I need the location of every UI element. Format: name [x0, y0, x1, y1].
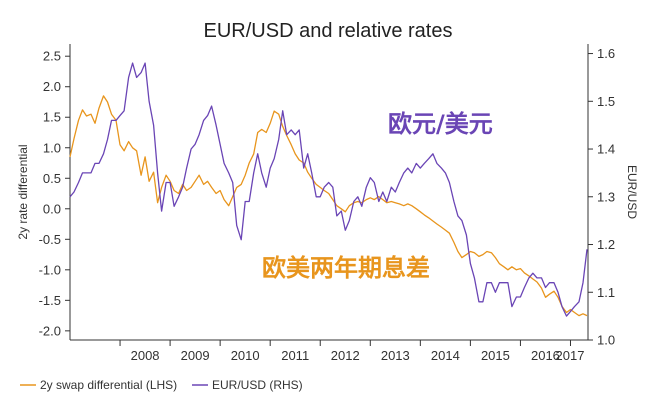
x-tick-label: 2010: [231, 348, 260, 363]
left-tick-label: 1.0: [43, 140, 61, 155]
left-tick-label: -1.0: [39, 262, 61, 277]
left-tick-label: -0.5: [39, 232, 61, 247]
left-axis-ticks: 2.5 2.0 1.5 1.0 0.5 0.0 -0.5 -1.0 -1.5 -2.0: [39, 49, 70, 338]
left-tick-label: 2.0: [43, 79, 61, 94]
left-tick-label: -2.0: [39, 323, 61, 338]
x-tick-label: 2015: [481, 348, 510, 363]
left-tick-label: 0.0: [43, 201, 61, 216]
left-tick-label: 2.5: [43, 49, 61, 64]
series-line-spread: [69, 95, 588, 317]
left-tick-label: 0.5: [43, 171, 61, 186]
left-axis-label: 2y rate differential: [16, 144, 30, 239]
chart-title: EUR/USD and relative rates: [204, 20, 453, 42]
x-tick-label: 2017: [556, 348, 585, 363]
annotation-eurusd: 欧元/美元: [388, 110, 493, 138]
right-axis-label: EUR/USD: [625, 165, 639, 219]
right-tick-label: 1.6: [597, 46, 615, 61]
right-tick-label: 1.5: [597, 94, 615, 109]
annotation-spread: 欧美两年期息差: [262, 254, 430, 282]
right-tick-label: 1.4: [597, 142, 615, 157]
x-tick-label: 2011: [281, 348, 309, 363]
x-tick-label: 2013: [381, 348, 410, 363]
left-tick-label: -1.5: [39, 293, 61, 308]
x-tick-label: 2014: [431, 348, 460, 363]
plot-frame: [69, 44, 589, 341]
series-line-eurusd: [69, 62, 588, 317]
x-tick-label: 2016: [531, 348, 560, 363]
right-tick-label: 1.1: [597, 285, 615, 300]
right-tick-label: 1.3: [597, 189, 615, 204]
legend-label-eurusd: EUR/USD (RHS): [212, 378, 303, 392]
left-tick-label: 1.5: [43, 110, 61, 125]
right-axis-ticks: 1.6 1.5 1.4 1.3 1.2 1.1 1.0: [588, 46, 615, 348]
series-layer: [69, 62, 588, 317]
right-tick-label: 1.2: [597, 237, 615, 252]
right-tick-label: 1.0: [597, 333, 615, 348]
legend-label-spread: 2y swap differential (LHS): [40, 378, 177, 392]
x-tick-label: 2008: [131, 348, 160, 363]
x-tick-label: 2009: [181, 348, 210, 363]
x-tick-label: 2012: [331, 348, 360, 363]
legend: 2y swap differential (LHS) EUR/USD (RHS): [20, 378, 303, 392]
